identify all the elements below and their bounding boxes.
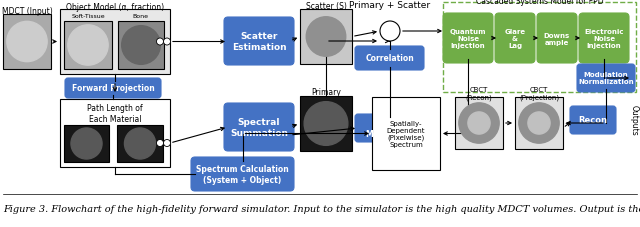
Circle shape (122, 27, 160, 65)
Text: CBCT
(Projection): CBCT (Projection) (519, 87, 559, 100)
Text: Forward Projection: Forward Projection (72, 84, 154, 93)
Circle shape (163, 39, 170, 46)
Bar (3, 15, 51, 70)
Bar (60, 10, 170, 75)
Text: Scatter (S): Scatter (S) (305, 2, 346, 10)
Circle shape (468, 112, 490, 134)
Text: Cascaded Systems Model for FPD: Cascaded Systems Model for FPD (476, 0, 604, 5)
Bar (117, 126, 163, 162)
Text: Correlation: Correlation (365, 54, 414, 63)
FancyBboxPatch shape (191, 157, 294, 191)
FancyBboxPatch shape (65, 79, 161, 99)
Circle shape (68, 26, 108, 66)
Bar (300, 10, 352, 65)
Bar (300, 96, 352, 151)
Text: Soft-Tissue: Soft-Tissue (71, 15, 105, 20)
Circle shape (7, 22, 47, 62)
Text: +: + (384, 25, 396, 39)
Text: Scatter
Estimation: Scatter Estimation (232, 32, 286, 52)
FancyBboxPatch shape (495, 14, 535, 64)
FancyBboxPatch shape (355, 47, 424, 71)
Text: Spatially-
Dependent
(Pixelwise)
Spectrum: Spatially- Dependent (Pixelwise) Spectru… (387, 120, 425, 148)
Text: Primary: Primary (311, 88, 341, 97)
Text: Electronic
Noise
Injection: Electronic Noise Injection (584, 29, 624, 49)
Text: Primary + Scatter: Primary + Scatter (349, 2, 431, 10)
Circle shape (304, 102, 348, 146)
FancyBboxPatch shape (577, 65, 635, 93)
Circle shape (163, 140, 170, 147)
Bar (60, 100, 170, 167)
Circle shape (459, 103, 499, 143)
Text: Modulation
Normalization: Modulation Normalization (578, 72, 634, 85)
Circle shape (124, 128, 156, 159)
Text: Spectrum Calculation
(System + Object): Spectrum Calculation (System + Object) (196, 165, 289, 184)
Bar (455, 98, 503, 149)
FancyBboxPatch shape (224, 104, 294, 151)
Circle shape (528, 112, 550, 134)
Text: Outputs: Outputs (630, 104, 639, 135)
FancyBboxPatch shape (224, 18, 294, 66)
Text: Spectral
Summation: Spectral Summation (230, 118, 288, 137)
Circle shape (307, 18, 346, 57)
Bar (118, 22, 164, 70)
Text: Downs
ample: Downs ample (544, 32, 570, 45)
Circle shape (157, 39, 163, 46)
Text: Path Length of
Each Material: Path Length of Each Material (87, 104, 143, 123)
Text: Bone: Bone (132, 15, 148, 20)
Bar (372, 98, 440, 170)
Text: MDCT (Input): MDCT (Input) (2, 7, 52, 15)
Circle shape (380, 22, 400, 42)
Text: Figure 3. Flowchart of the high-fidelity forward simulator. Input to the simulat: Figure 3. Flowchart of the high-fidelity… (3, 204, 640, 213)
Text: Beam
Modulation: Beam Modulation (365, 119, 414, 138)
FancyBboxPatch shape (443, 14, 493, 64)
Circle shape (71, 128, 102, 159)
Circle shape (519, 103, 559, 143)
Text: Recon: Recon (579, 116, 607, 125)
Bar (64, 22, 112, 70)
FancyBboxPatch shape (537, 14, 577, 64)
Bar (443, 3, 636, 93)
Text: Object Model (α, fraction): Object Model (α, fraction) (66, 2, 164, 11)
FancyBboxPatch shape (355, 114, 424, 142)
Circle shape (157, 140, 163, 147)
Text: Glare
&
Lag: Glare & Lag (504, 29, 525, 49)
Text: CBCT
(Recon): CBCT (Recon) (466, 87, 492, 100)
FancyBboxPatch shape (570, 106, 616, 134)
Bar (515, 98, 563, 149)
Text: Quantum
Noise
Injection: Quantum Noise Injection (450, 29, 486, 49)
FancyBboxPatch shape (579, 14, 629, 64)
Bar (64, 126, 109, 162)
